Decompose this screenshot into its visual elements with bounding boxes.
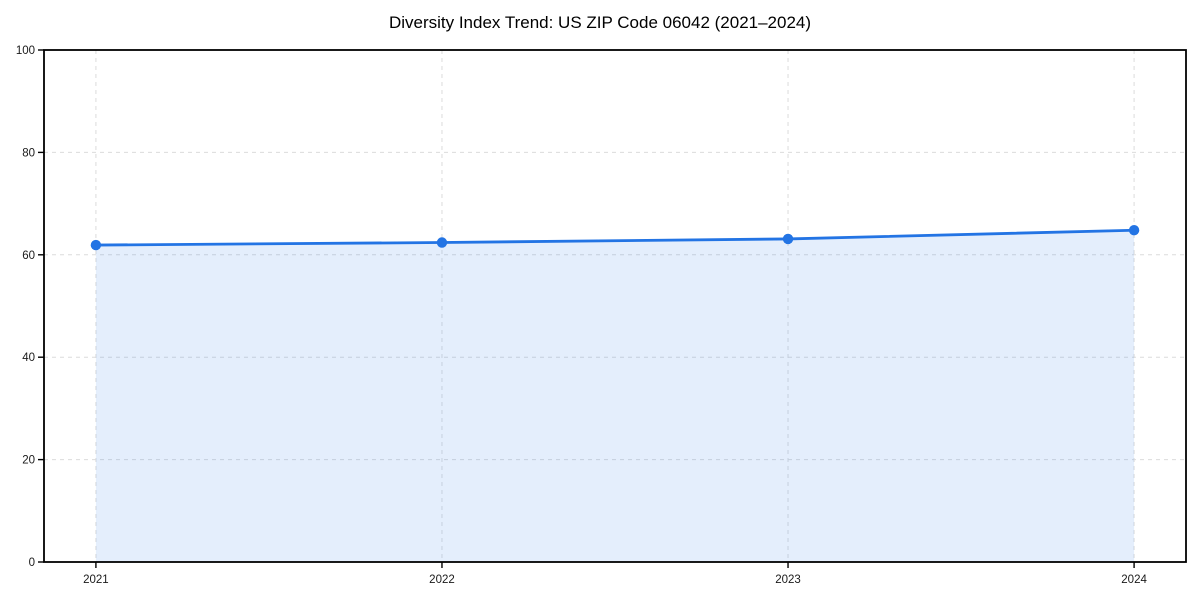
chart-title: Diversity Index Trend: US ZIP Code 06042… [389,13,811,32]
y-tick-label: 0 [29,557,35,569]
y-tick-label: 40 [22,352,35,364]
y-tick-label: 20 [22,455,35,467]
data-point [782,233,794,245]
trend-line [94,228,1136,247]
data-point [436,237,448,248]
plot-area: 0 20 40 60 80 100 2021 2022 2023 2024 [16,45,1187,586]
plot-border [43,49,1187,563]
area-fill [95,230,1135,562]
x-tick-label: 2022 [429,574,455,586]
x-tick-label: 2021 [83,574,109,586]
y-tick-label: 100 [16,45,35,57]
x-tick-label: 2024 [1121,574,1147,586]
x-tick-label: 2023 [775,574,801,586]
data-point [1128,225,1140,236]
y-tick-label: 60 [22,250,35,262]
y-tick-label: 80 [22,147,35,159]
data-point [90,239,102,251]
